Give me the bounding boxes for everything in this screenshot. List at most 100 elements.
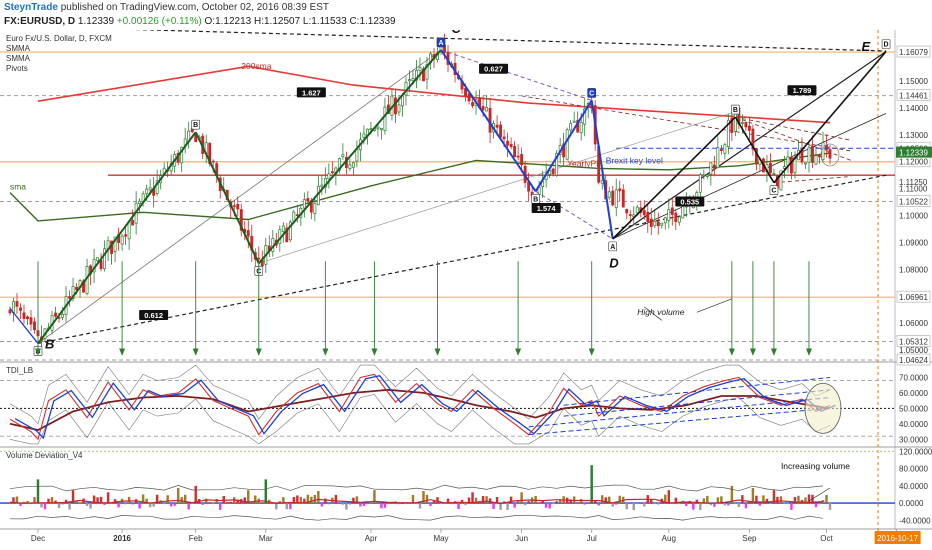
vol-bar bbox=[131, 503, 134, 505]
price-tick-label: 1.13000 bbox=[899, 131, 928, 140]
chart-annotation: High volume bbox=[637, 307, 685, 317]
ohlc-values: O:1.12213 H:1.12507 L:1.11533 C:1.12339 bbox=[204, 16, 396, 27]
pointer-line bbox=[696, 298, 733, 313]
candle-body bbox=[425, 64, 429, 80]
candle-body bbox=[516, 155, 520, 158]
candle-body bbox=[740, 122, 744, 124]
candle-body bbox=[211, 160, 215, 163]
candle-body bbox=[712, 164, 716, 169]
candle-body bbox=[208, 142, 212, 165]
vol-bar bbox=[236, 499, 239, 504]
vol-bar bbox=[8, 503, 12, 505]
vol-bar bbox=[250, 501, 253, 504]
vol-bar bbox=[401, 503, 404, 505]
vol-bar bbox=[709, 503, 713, 506]
candle-body bbox=[607, 191, 611, 198]
ratio-label-box bbox=[139, 309, 169, 320]
vol-bar bbox=[695, 499, 699, 504]
vol-bar bbox=[418, 503, 422, 509]
symbol-name[interactable]: FX:EURUSD, D bbox=[4, 16, 76, 27]
vol-bar bbox=[730, 485, 734, 504]
vol-bar bbox=[804, 497, 807, 504]
vol-bar bbox=[439, 503, 443, 505]
chart-annotation: Brexit key level bbox=[606, 156, 663, 166]
candle-body bbox=[825, 144, 828, 151]
author-link[interactable]: SteynTrade bbox=[4, 2, 58, 13]
candle-body bbox=[302, 199, 306, 209]
time-tick-label: 2016-10-17 bbox=[877, 534, 918, 543]
vol-bar bbox=[204, 498, 208, 504]
tdi-focus-ellipse bbox=[804, 382, 842, 434]
ratio-label: 0.627 bbox=[484, 65, 503, 74]
pattern-point-marker bbox=[881, 39, 891, 49]
vol-bar bbox=[415, 503, 418, 505]
price-tick-label: 1.16079 bbox=[899, 48, 928, 57]
vol-bar bbox=[713, 503, 716, 507]
pattern-point-label: B bbox=[533, 196, 538, 203]
chart-annotations: 1.627 0.627 1.574 0.535 1.789 0.612 B C D E 200sma… bbox=[10, 30, 871, 352]
candle-body bbox=[772, 173, 776, 175]
candle-body bbox=[793, 158, 797, 173]
candle-body bbox=[779, 170, 783, 191]
vol-bar bbox=[765, 498, 769, 504]
vol-bar bbox=[572, 496, 576, 504]
vol-tick-label: 0.0000 bbox=[899, 499, 924, 508]
candle-body bbox=[569, 123, 573, 131]
vol-bar bbox=[183, 494, 187, 504]
vol-bar bbox=[425, 494, 429, 504]
candle-body bbox=[649, 218, 653, 227]
time-tick-label: Apr bbox=[365, 534, 378, 543]
vol-bar bbox=[597, 503, 600, 506]
candle-body bbox=[330, 171, 334, 174]
vol-bar bbox=[551, 503, 555, 505]
candle-body bbox=[783, 166, 786, 169]
smma-line bbox=[9, 152, 831, 222]
candle-body bbox=[96, 257, 100, 262]
indicator-legend: Euro Fx/U.S. Dollar, D, FXCMSMMASMMAPivo… bbox=[6, 34, 112, 73]
pattern-point-label: A bbox=[610, 244, 615, 251]
vol-bar bbox=[243, 497, 246, 504]
vol-bar bbox=[671, 503, 674, 505]
vol-bar bbox=[310, 496, 313, 504]
candle-body bbox=[754, 148, 758, 165]
vol-lower-envelope bbox=[9, 514, 824, 521]
vol-bar bbox=[40, 503, 43, 508]
vol-bar bbox=[373, 490, 376, 504]
vol-bar bbox=[141, 494, 145, 504]
vol-bar bbox=[359, 503, 362, 507]
vol-bar bbox=[275, 503, 278, 510]
vol-bar bbox=[678, 503, 681, 505]
chart-canvas[interactable]: B B C A B C A B C D 1.627 0.627 1.574 0.535 1.789 0.61… bbox=[0, 30, 932, 550]
vol-bar bbox=[313, 494, 317, 504]
vol-average-line bbox=[9, 498, 824, 505]
vol-bar bbox=[723, 503, 727, 506]
vol-bar bbox=[148, 503, 152, 508]
wave-label: B bbox=[45, 337, 54, 352]
vol-bar bbox=[590, 465, 593, 504]
symbol-line: FX:EURUSD, D 1.12339 +0.00126 (+0.11%) O… bbox=[4, 16, 396, 27]
vol-bar bbox=[15, 496, 19, 504]
tdi-rsi-line bbox=[9, 373, 831, 441]
tdi-signal-line bbox=[9, 388, 831, 431]
candle-body bbox=[383, 106, 387, 132]
candle-body bbox=[71, 286, 75, 300]
tdi-tick-label: 30.0000 bbox=[899, 435, 928, 444]
pattern-leg bbox=[590, 100, 614, 240]
vol-bar bbox=[727, 503, 730, 506]
pattern-leg bbox=[258, 49, 442, 264]
candle-body bbox=[790, 157, 793, 174]
pattern-point-label: B bbox=[193, 122, 198, 129]
vol-bar bbox=[303, 498, 306, 504]
vol-bar bbox=[800, 499, 804, 504]
pattern-leg bbox=[9, 307, 39, 344]
vol-bar bbox=[779, 496, 783, 504]
publish-info: published on TradingView.com, October 02… bbox=[60, 2, 330, 13]
vol-bar bbox=[793, 496, 797, 504]
vol-bar bbox=[786, 503, 790, 505]
vol-bar bbox=[720, 496, 723, 504]
time-tick-label: May bbox=[433, 534, 448, 543]
vol-bar bbox=[68, 503, 71, 510]
price-tick-label: 1.05312 bbox=[899, 338, 928, 347]
vol-tick-label: 40.0000 bbox=[899, 482, 928, 491]
candle-body bbox=[768, 162, 772, 174]
